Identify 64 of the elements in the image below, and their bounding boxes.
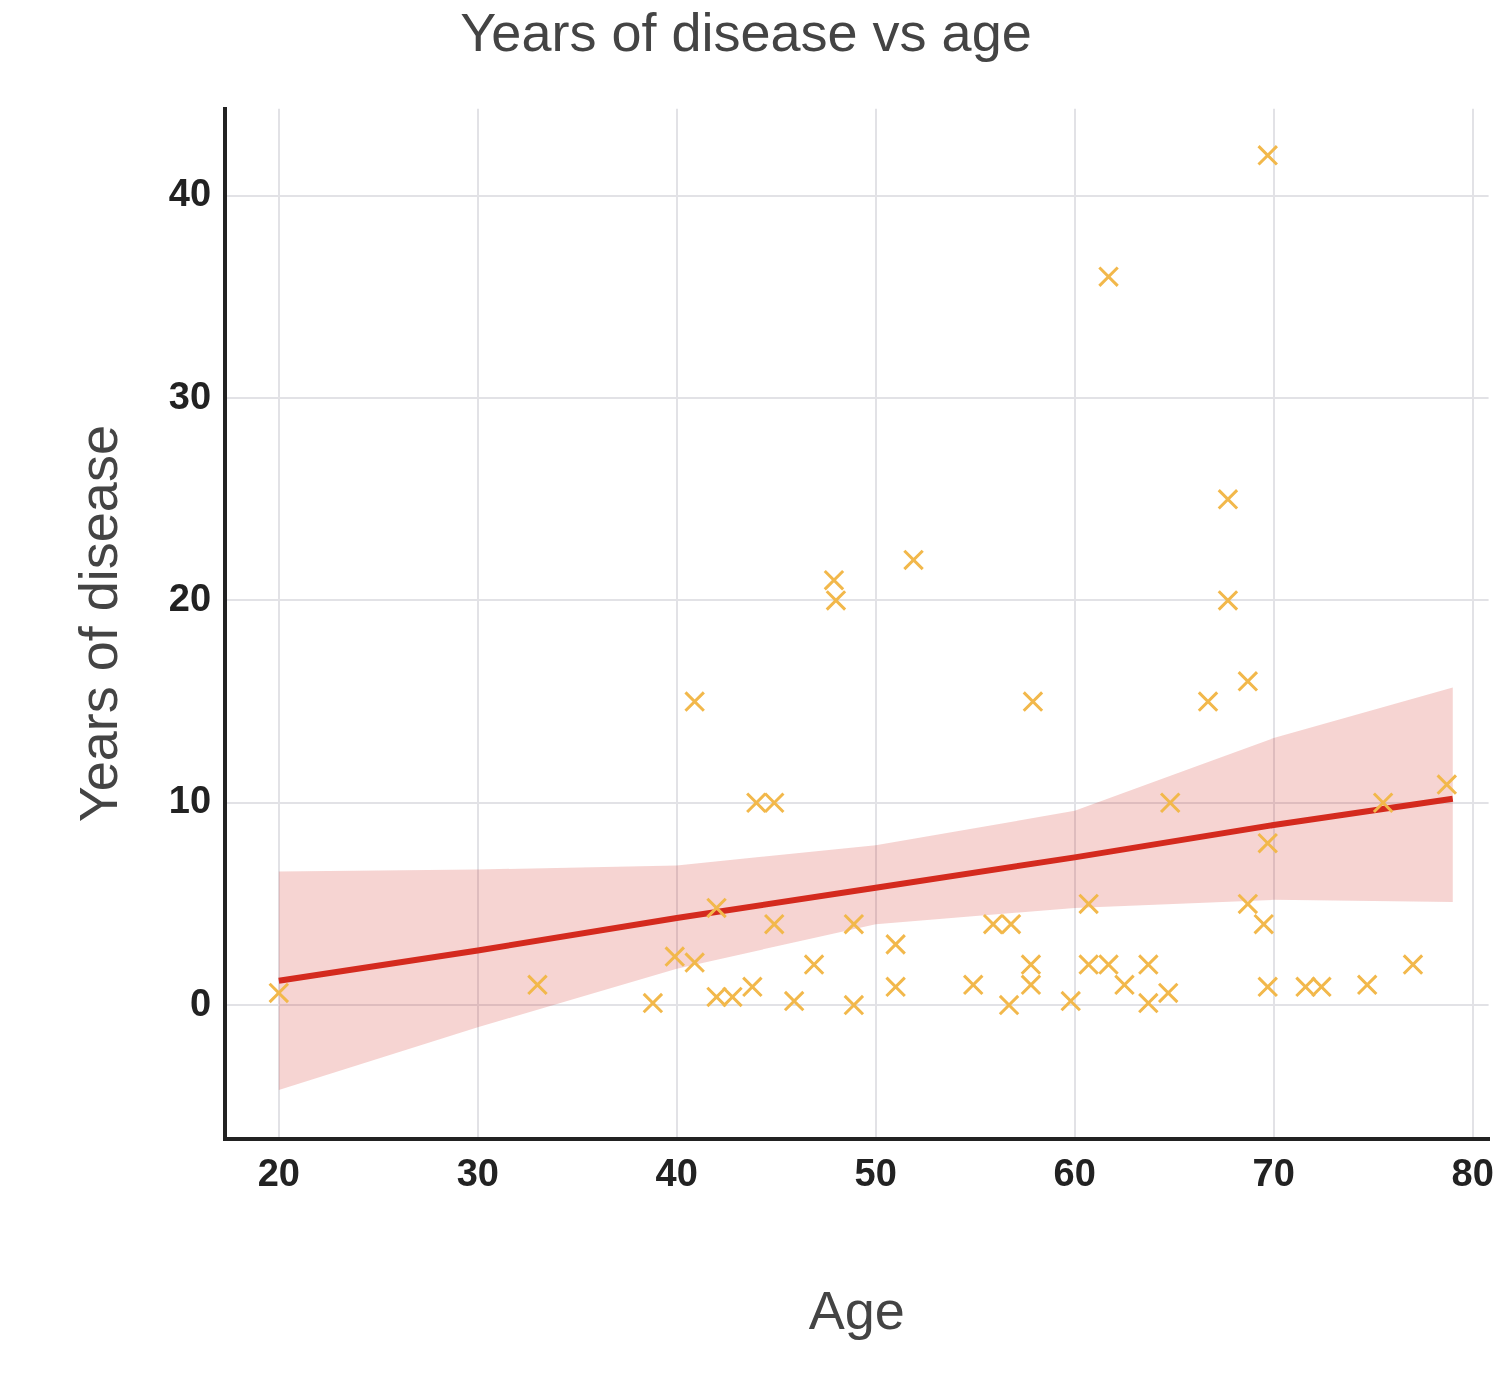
point: [1217, 488, 1239, 510]
point: [1077, 953, 1100, 976]
point: [664, 945, 686, 968]
point: [705, 897, 728, 919]
point: [1372, 792, 1394, 814]
point: [1097, 953, 1120, 976]
x-axis-title: Age: [808, 1280, 905, 1341]
point: [1257, 144, 1279, 167]
point: [1113, 974, 1136, 996]
y-tick-label: 10: [168, 779, 212, 822]
point: [1137, 992, 1160, 1014]
point: [763, 792, 785, 814]
chart-title: Years of disease vs age: [460, 2, 1032, 63]
point: [1197, 690, 1219, 713]
point: [1310, 976, 1333, 998]
y-tick-label: 0: [189, 981, 212, 1024]
point: [783, 990, 805, 1012]
point: [683, 690, 706, 713]
point: [741, 976, 764, 998]
point: [1402, 953, 1424, 976]
point: [683, 951, 706, 974]
y-tick-label: 20: [168, 576, 212, 619]
point: [884, 976, 907, 998]
y-tick-label: 40: [168, 172, 212, 215]
x-tick-label: 20: [257, 1151, 300, 1194]
point: [1217, 589, 1239, 612]
point: [1000, 913, 1022, 935]
point: [1157, 982, 1179, 1004]
point: [763, 913, 785, 935]
x-tick-label: 70: [1252, 1151, 1295, 1194]
point: [721, 986, 744, 1008]
point: [902, 549, 925, 571]
point: [526, 974, 549, 996]
point: [1253, 913, 1275, 935]
point: [1097, 266, 1120, 288]
point: [998, 994, 1020, 1016]
point: [1137, 953, 1160, 976]
point: [1294, 976, 1317, 998]
point: [268, 982, 290, 1004]
x-tick-label: 50: [854, 1151, 897, 1194]
point: [884, 933, 907, 956]
point: [1060, 990, 1082, 1012]
point: [1077, 893, 1100, 915]
x-tick-label: 30: [456, 1151, 499, 1194]
point: [745, 792, 768, 814]
point: [843, 913, 865, 935]
point: [982, 913, 1004, 935]
x-tick-label: 80: [1451, 1151, 1494, 1194]
x-tick-label: 40: [655, 1151, 698, 1194]
point: [1022, 690, 1044, 713]
y-axis-title: Years of disease: [68, 425, 129, 823]
point: [642, 992, 664, 1014]
point: [803, 953, 825, 976]
y-tick-label: 30: [168, 374, 212, 417]
point: [1159, 792, 1181, 814]
point: [1257, 976, 1279, 998]
point: [962, 974, 984, 996]
point: [1237, 670, 1259, 693]
point: [1356, 974, 1378, 996]
point: [843, 994, 865, 1016]
point: [1237, 893, 1259, 915]
x-tick-label: 60: [1053, 1151, 1096, 1194]
point: [1257, 832, 1279, 854]
point: [1436, 773, 1458, 796]
